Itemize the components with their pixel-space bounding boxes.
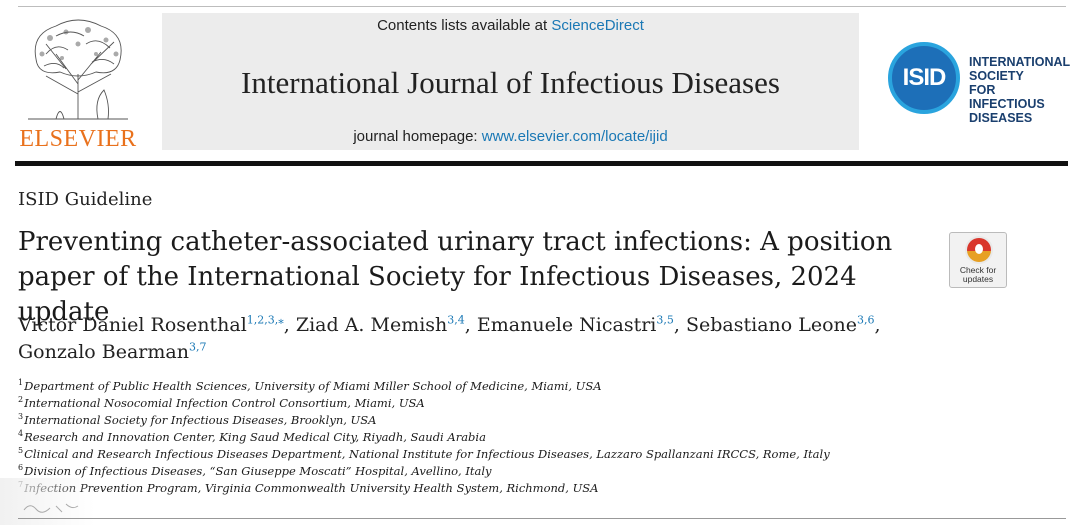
article-title: Preventing catheter-associated urinary t… — [18, 227, 893, 327]
elsevier-tree-icon — [28, 19, 128, 120]
isid-circle-icon — [888, 42, 960, 114]
journal-header-box: Contents lists available at ScienceDirec… — [162, 13, 859, 150]
publisher-wordmark: ELSEVIER — [19, 126, 137, 152]
affiliation-item: 6Division of Infectious Diseases, “San G… — [18, 463, 492, 478]
contents-prefix: Contents lists available at — [377, 17, 552, 34]
image-smudge — [0, 478, 95, 525]
elsevier-logo: ELSEVIER — [16, 14, 140, 154]
header-divider — [15, 161, 1068, 166]
author-affiliation-marks[interactable]: 3,7 — [188, 340, 207, 354]
check-updates-label: Check for updates — [959, 265, 997, 284]
crossmark-icon — [965, 236, 993, 264]
affiliation-item: 1Department of Public Health Sciences, U… — [18, 378, 602, 393]
affiliation-item: 3International Society for Infectious Di… — [18, 412, 377, 427]
bottom-rule — [18, 518, 1066, 519]
affiliation-item: 7Infection Prevention Program, Virginia … — [18, 481, 599, 495]
sciencedirect-link[interactable]: ScienceDirect — [551, 17, 644, 34]
isid-logo: ISID INTERNATIONAL SOCIETY FOR INFECTIOU… — [888, 42, 1070, 125]
journal-title: International Journal of Infectious Dise… — [241, 65, 780, 100]
affiliation-list: 1Department of Public Health Sciences, U… — [18, 378, 1068, 497]
author-name[interactable]: Gonzalo Bearman — [18, 341, 189, 363]
author-name[interactable]: Ziad A. Memish — [295, 314, 448, 336]
author-name[interactable]: Emanuele Nicastri — [476, 314, 657, 336]
author-list: Victor Daniel Rosenthal1,2,3,⁎, Ziad A. … — [18, 313, 881, 363]
homepage-prefix: journal homepage: — [353, 128, 482, 145]
top-rule — [18, 6, 1066, 7]
author-name[interactable]: Sebastiano Leone — [685, 314, 858, 336]
author-affiliation-marks[interactable]: 3,5 — [656, 313, 674, 327]
check-for-updates-button[interactable]: Check for updates — [949, 232, 1007, 288]
homepage-line: journal homepage: www.elsevier.com/locat… — [162, 128, 859, 145]
isid-line: FOR INFECTIOUS — [969, 83, 1045, 111]
contents-line: Contents lists available at ScienceDirec… — [162, 17, 859, 34]
isid-society-name: INTERNATIONAL SOCIETY FOR INFECTIOUS DIS… — [969, 55, 1070, 125]
journal-homepage-link[interactable]: www.elsevier.com/locate/ijid — [481, 128, 668, 145]
author-affiliation-marks[interactable]: 1,2,3,⁎ — [246, 313, 284, 327]
author-affiliation-marks[interactable]: 3,6 — [857, 313, 875, 327]
isid-logo-text: ISID — [902, 64, 947, 91]
affiliation-item: 5Clinical and Research Infectious Diseas… — [18, 446, 830, 461]
isid-line: DISEASES — [969, 111, 1033, 125]
author-name[interactable]: Victor Daniel Rosenthal — [18, 314, 247, 336]
affiliation-item: 4Research and Innovation Center, King Sa… — [18, 429, 486, 444]
isid-line: SOCIETY — [969, 69, 1024, 83]
isid-line: INTERNATIONAL — [969, 55, 1071, 69]
smudge-mark-icon — [23, 503, 79, 513]
author-affiliation-marks[interactable]: 3,4 — [447, 313, 465, 327]
affiliation-item: 2International Nosocomial Infection Cont… — [18, 395, 425, 410]
article-type: ISID Guideline — [18, 189, 153, 210]
